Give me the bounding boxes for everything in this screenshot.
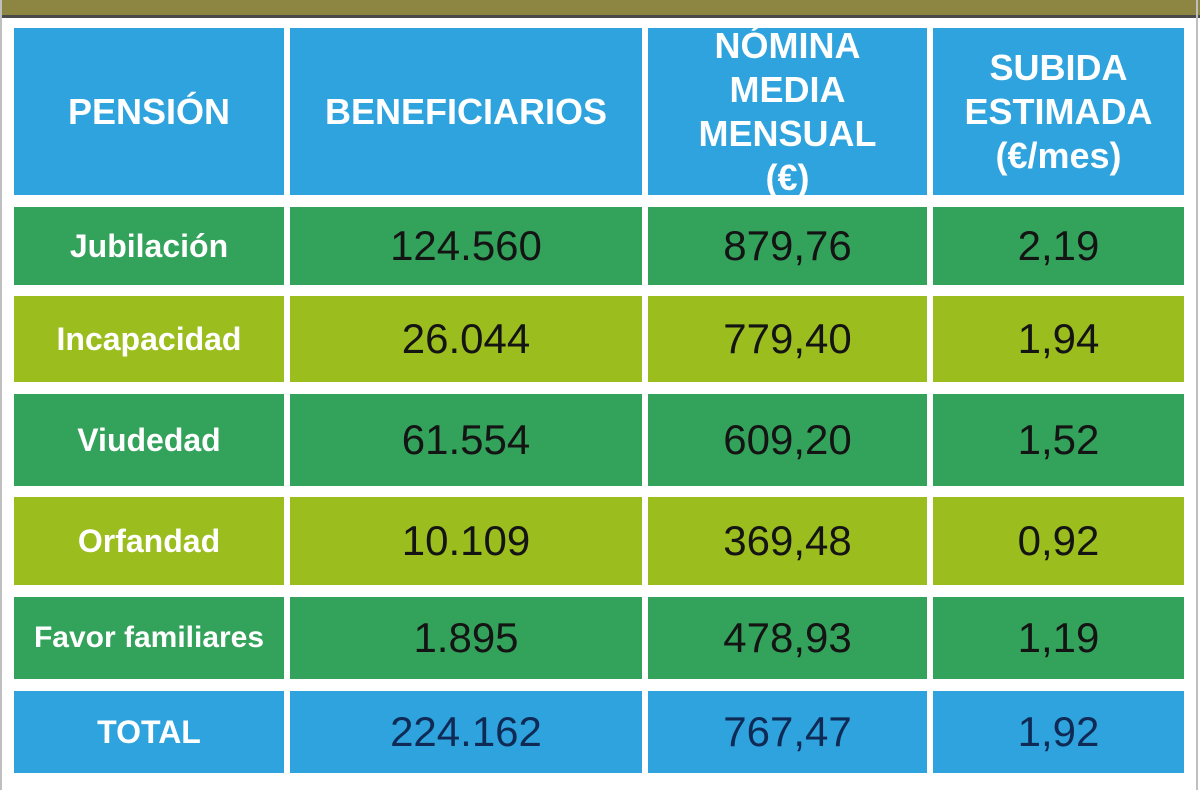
cell-beneficiarios-orfandad: 10.109 xyxy=(290,497,642,585)
header-subida: SUBIDA ESTIMADA (€/mes) xyxy=(933,28,1184,195)
top-bar xyxy=(0,0,1200,18)
row-label-orfandad: Orfandad xyxy=(14,497,284,585)
row-label-viudedad: Viudedad xyxy=(14,394,284,486)
left-border xyxy=(0,0,2,790)
row-label-favor-familiares: Favor familiares xyxy=(14,597,284,679)
cell-subida-orfandad: 0,92 xyxy=(933,497,1184,585)
cell-subida-total: 1,92 xyxy=(933,691,1184,773)
cell-nomina-viudedad: 609,20 xyxy=(648,394,927,486)
cell-subida-viudedad: 1,52 xyxy=(933,394,1184,486)
cell-nomina-incapacidad: 779,40 xyxy=(648,296,927,382)
row-label-incapacidad: Incapacidad xyxy=(14,296,284,382)
cell-subida-favor-familiares: 1,19 xyxy=(933,597,1184,679)
cell-subida-jubilacion: 2,19 xyxy=(933,207,1184,285)
cell-nomina-jubilacion: 879,76 xyxy=(648,207,927,285)
cell-nomina-total: 767,47 xyxy=(648,691,927,773)
cell-subida-incapacidad: 1,94 xyxy=(933,296,1184,382)
cell-beneficiarios-viudedad: 61.554 xyxy=(290,394,642,486)
right-border xyxy=(1196,0,1198,790)
cell-nomina-orfandad: 369,48 xyxy=(648,497,927,585)
header-nomina: NÓMINA MEDIA MENSUAL (€) xyxy=(648,25,927,198)
cell-beneficiarios-favor-familiares: 1.895 xyxy=(290,597,642,679)
cell-beneficiarios-total: 224.162 xyxy=(290,691,642,773)
row-label-total: TOTAL xyxy=(14,691,284,773)
row-label-jubilacion: Jubilación xyxy=(14,207,284,285)
cell-nomina-favor-familiares: 478,93 xyxy=(648,597,927,679)
cell-beneficiarios-incapacidad: 26.044 xyxy=(290,296,642,382)
header-beneficiarios: BENEFICIARIOS xyxy=(290,28,642,195)
header-pension: PENSIÓN xyxy=(14,28,284,195)
cell-beneficiarios-jubilacion: 124.560 xyxy=(290,207,642,285)
